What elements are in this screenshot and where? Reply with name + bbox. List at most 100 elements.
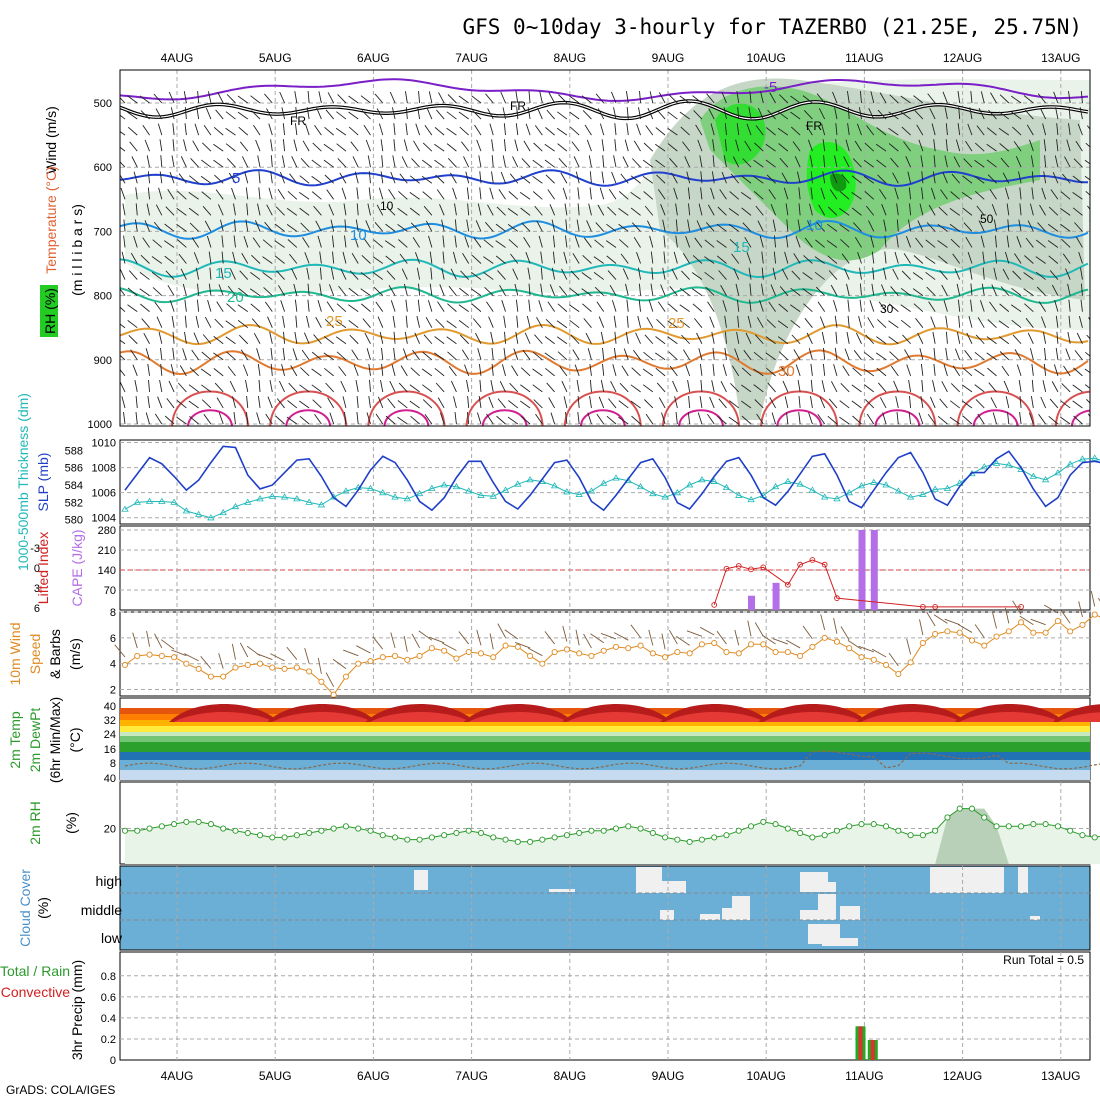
cape-bar [870, 530, 878, 610]
slp-thickness-panel: 580 582 584 586 588 1004 1006 1008 1010 1000-500… [15, 393, 1100, 571]
svg-text:40: 40 [104, 773, 116, 785]
upper-ylabel-temp: Temperature (°C) [43, 166, 59, 274]
cloud-ylabel: Cloud Cover (%) [17, 869, 51, 947]
svg-text:16: 16 [104, 744, 116, 756]
svg-text:600: 600 [94, 162, 112, 174]
cape-bar [748, 595, 756, 610]
wind-panel: 2 4 6 8 10m Wind Speed & Barbs (m/s) [7, 590, 1100, 698]
lifted-index-line [711, 557, 1024, 610]
wind-ylabel: 10m Wind Speed & Barbs (m/s) [7, 622, 83, 685]
upper-ylabel-wind: Wind (m/s) [43, 106, 59, 174]
date-bottom-5AUG: 5AUG [259, 1069, 292, 1083]
contour-label-minus5: -5 [764, 79, 777, 96]
svg-text:3: 3 [34, 583, 40, 595]
svg-text:210: 210 [98, 545, 116, 557]
date-bottom-13AUG: 13AUG [1041, 1069, 1080, 1083]
date-bottom-4AUG: 4AUG [161, 1069, 194, 1083]
svg-text:Convective: Convective [1, 984, 70, 1000]
svg-text:high: high [96, 873, 122, 889]
date-axis-bottom: 4AUG 5AUG 6AUG 7AUG 8AUG 9AUG 10AUG 11AUG 12AUG 1… [161, 1069, 1081, 1083]
precip-conv-bar [870, 1040, 875, 1060]
svg-text:32: 32 [104, 715, 116, 727]
freezing-label-2: FR [510, 99, 526, 113]
contour-label-25b: 25 [668, 315, 685, 332]
svg-text:middle: middle [81, 902, 122, 918]
svg-text:900: 900 [94, 355, 112, 367]
date-top-9AUG: 9AUG [652, 51, 685, 65]
date-top-6AUG: 6AUG [357, 51, 390, 65]
svg-text:586: 586 [65, 463, 83, 475]
svg-text:1008: 1008 [92, 463, 116, 475]
slp-ticks: 580 582 584 586 588 1004 1006 1008 1010 [65, 438, 116, 527]
svg-text:10m Wind: 10m Wind [7, 622, 23, 685]
contour-label-5: 5 [232, 170, 240, 187]
rh-label-50: 50 [980, 212, 994, 226]
svg-text:Speed: Speed [27, 634, 43, 674]
svg-text:4: 4 [110, 659, 116, 671]
svg-text:2: 2 [110, 685, 116, 697]
svg-text:1006: 1006 [92, 488, 116, 500]
date-bottom-6AUG: 6AUG [357, 1069, 390, 1083]
date-bottom-7AUG: 7AUG [455, 1069, 488, 1083]
upper-ylabel-mb: (m i l l i b a r s) [69, 204, 85, 296]
svg-text:280: 280 [98, 525, 116, 537]
contour-label-10a: 10 [350, 227, 367, 244]
date-bottom-12AUG: 12AUG [943, 1069, 982, 1083]
date-top-7AUG: 7AUG [455, 51, 488, 65]
rh-label-10: 10 [380, 199, 394, 213]
wind-barbs [114, 590, 1100, 687]
svg-text:580: 580 [65, 515, 83, 527]
cape-ylabel-left: Lifted Index [35, 532, 51, 604]
footer-credit: GrADS: COLA/IGES [6, 1083, 115, 1097]
cape-ylabel-right: CAPE (J/kg) [69, 529, 85, 606]
date-bottom-9AUG: 9AUG [652, 1069, 685, 1083]
svg-text:500: 500 [94, 98, 112, 110]
svg-text:0: 0 [34, 563, 40, 575]
svg-text:40: 40 [104, 701, 116, 713]
rh-ticks: 20 [104, 824, 116, 836]
svg-text:0.4: 0.4 [101, 1013, 116, 1025]
upper-y-ticks: 500 600 700 800 900 1000 [88, 98, 112, 431]
cloud-grid [120, 866, 1090, 950]
svg-text:1010: 1010 [92, 438, 116, 450]
upper-ylabel-rh: RH (%) [42, 288, 58, 334]
svg-text:1004: 1004 [92, 513, 116, 525]
svg-text:& Barbs: & Barbs [47, 629, 63, 679]
svg-text:24: 24 [104, 729, 116, 741]
slp-lines [121, 445, 1100, 521]
svg-text:0.6: 0.6 [101, 992, 116, 1004]
cloud-blocks [414, 867, 1040, 946]
freezing-label-3: FR [806, 119, 822, 133]
chart-title: GFS 0~10day 3-hourly for TAZERBO (21.25E… [462, 15, 1082, 39]
svg-text:(%): (%) [35, 897, 51, 919]
upper-grid [120, 70, 1090, 426]
cloud-level-labels: high middle low [81, 873, 123, 946]
contour-label-30: 30 [778, 363, 795, 380]
temperature-bands [120, 704, 1100, 780]
temp-ylabel: 2m Temp 2m DewPt (6hr Min/Max) (°C) [7, 697, 83, 783]
svg-text:6: 6 [34, 603, 40, 615]
svg-text:584: 584 [65, 480, 83, 492]
svg-text:2m Temp: 2m Temp [7, 711, 23, 769]
wind-grid [120, 611, 1090, 696]
svg-text:(°C): (°C) [67, 727, 83, 752]
svg-text:(6hr Min/Max): (6hr Min/Max) [47, 697, 63, 783]
svg-text:Cloud Cover: Cloud Cover [17, 869, 33, 947]
precip-ylabel: 3hr Precip (mm)Total / Rain Convective [0, 960, 85, 1060]
rh-line [121, 805, 1100, 864]
date-top-10AUG: 10AUG [747, 51, 786, 65]
rh-label-30: 30 [880, 302, 894, 316]
cloud-panel: high middle low Cloud Cover (%) [17, 865, 1091, 951]
svg-text:0.8: 0.8 [101, 971, 116, 983]
precip-bars [855, 1026, 878, 1060]
precip-ticks: 0 0.2 0.4 0.6 0.8 [101, 971, 116, 1067]
date-top-8AUG: 8AUG [553, 51, 586, 65]
svg-text:700: 700 [94, 226, 112, 238]
cape-grid [120, 526, 1090, 610]
svg-text:2m DewPt: 2m DewPt [27, 708, 43, 773]
svg-text:low: low [101, 930, 123, 946]
svg-text:2m RH: 2m RH [27, 801, 43, 845]
wind-speed-line [121, 611, 1100, 698]
svg-text:6: 6 [110, 633, 116, 645]
